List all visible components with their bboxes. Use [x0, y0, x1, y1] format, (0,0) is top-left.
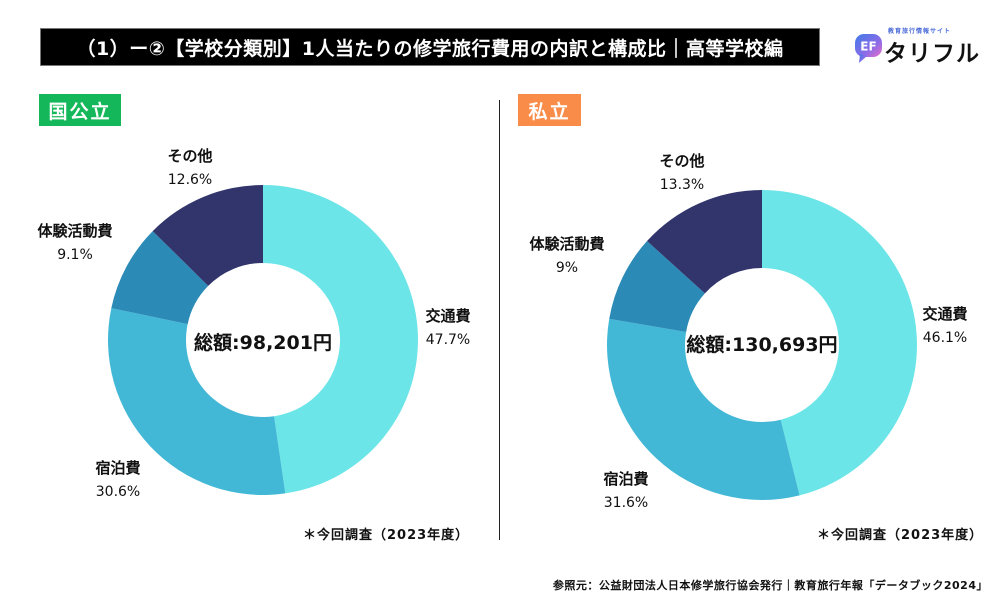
donut-slice-宿泊費: [607, 318, 800, 500]
category-name: 体験活動費: [529, 235, 605, 253]
donut-slice-交通費: [762, 190, 917, 496]
donut-private: [607, 190, 917, 500]
donut-slice-体験活動費: [609, 241, 705, 332]
category-name: その他: [659, 152, 705, 170]
category-name: 宿泊費: [95, 459, 141, 477]
site-logo[interactable]: EF 教育旅行情報サイト タリフル: [852, 24, 992, 74]
category-pct: 46.1%: [922, 330, 968, 346]
donut-slice-宿泊費: [107, 308, 286, 495]
logo-icon-text: EF: [860, 40, 876, 54]
total-private: 総額:130,693円: [686, 334, 838, 356]
category-pct: 12.6%: [167, 172, 213, 188]
donut-slice-交通費: [263, 184, 419, 494]
total-national: 総額:98,201円: [194, 332, 332, 354]
logo-tagline: 教育旅行情報サイト: [888, 28, 952, 35]
category-pct: 47.7%: [425, 332, 471, 348]
logo-name: タリフル: [884, 41, 980, 67]
survey-note-private: ＊今回調査（2023年度）: [817, 528, 984, 543]
label-national-other: その他 12.6%: [130, 145, 250, 188]
label-national-lodging: 宿泊費 30.6%: [58, 457, 178, 500]
badge-national: 国公立: [39, 94, 121, 126]
label-private-activity: 体験活動費 9%: [507, 233, 627, 276]
category-name: その他: [167, 147, 213, 165]
donut-slice-体験活動費: [111, 231, 209, 325]
category-pct: 30.6%: [95, 484, 141, 500]
label-private-lodging: 宿泊費 31.6%: [566, 468, 686, 511]
badge-private: 私立: [518, 94, 581, 126]
category-name: 宿泊費: [603, 470, 649, 488]
donut-national: [107, 184, 419, 495]
label-national-activity: 体験活動費 9.1%: [15, 220, 135, 263]
category-pct: 13.3%: [659, 177, 705, 193]
category-name: 交通費: [922, 305, 968, 323]
label-private-transport: 交通費 46.1%: [895, 303, 995, 346]
category-name: 交通費: [425, 307, 471, 325]
category-name: 体験活動費: [37, 222, 113, 240]
donut-slice-その他: [152, 185, 263, 286]
donut-slice-その他: [647, 190, 762, 294]
category-pct: 9%: [555, 260, 579, 276]
label-national-transport: 交通費 47.7%: [388, 305, 508, 348]
label-private-other: その他 13.3%: [622, 150, 742, 193]
speech-bubble-logo-icon: EF: [855, 34, 882, 63]
category-pct: 31.6%: [603, 495, 649, 511]
category-pct: 9.1%: [57, 247, 93, 263]
survey-note-national: ＊今回調査（2023年度）: [303, 528, 470, 543]
page-title: （1）ー②【学校分類別】1人当たりの修学旅行費用の内訳と構成比｜高等学校編: [40, 28, 820, 66]
divider: [499, 100, 500, 540]
source-citation: 参照元：公益財団法人日本修学旅行協会発行｜教育旅行年報「データブック2024」: [552, 579, 988, 592]
